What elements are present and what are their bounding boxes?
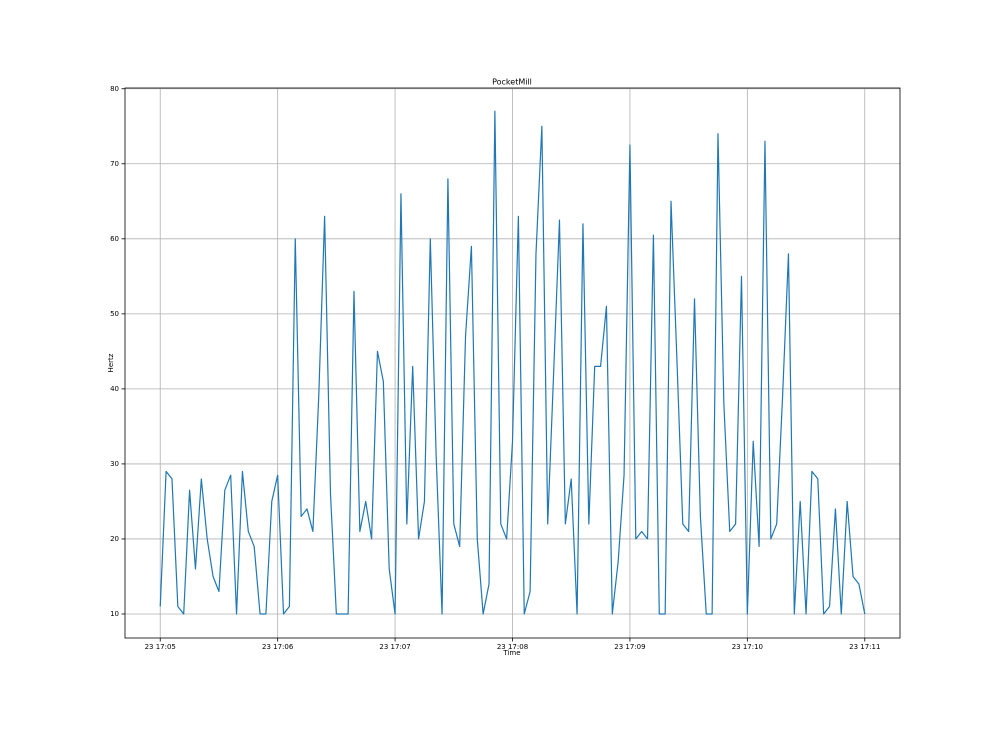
y-tick-label: 40: [110, 385, 119, 393]
data-line: [159, 110, 866, 615]
y-tick-label: 10: [110, 610, 119, 618]
chart-title: PocketMill: [492, 78, 532, 87]
x-tick-label: 23 17:10: [732, 643, 763, 651]
x-tick-label: 23 17:07: [379, 643, 410, 651]
x-tick-label: 23 17:09: [614, 643, 645, 651]
plot-frame: [124, 87, 901, 639]
x-tick-label: 23 17:11: [849, 643, 880, 651]
y-tick-label: 20: [110, 535, 119, 543]
y-axis-label: Hertz: [107, 353, 115, 372]
y-tick-label: 60: [110, 235, 119, 243]
x-tick-label: 23 17:05: [145, 643, 176, 651]
y-tick-label: 30: [110, 460, 119, 468]
x-tick-label: 23 17:08: [497, 643, 528, 651]
y-tick-label: 70: [110, 160, 119, 168]
x-tick-label: 23 17:06: [262, 643, 294, 651]
x-axis-label: Time: [502, 649, 520, 657]
y-tick-label: 80: [110, 85, 119, 93]
y-tick-label: 50: [110, 310, 119, 318]
